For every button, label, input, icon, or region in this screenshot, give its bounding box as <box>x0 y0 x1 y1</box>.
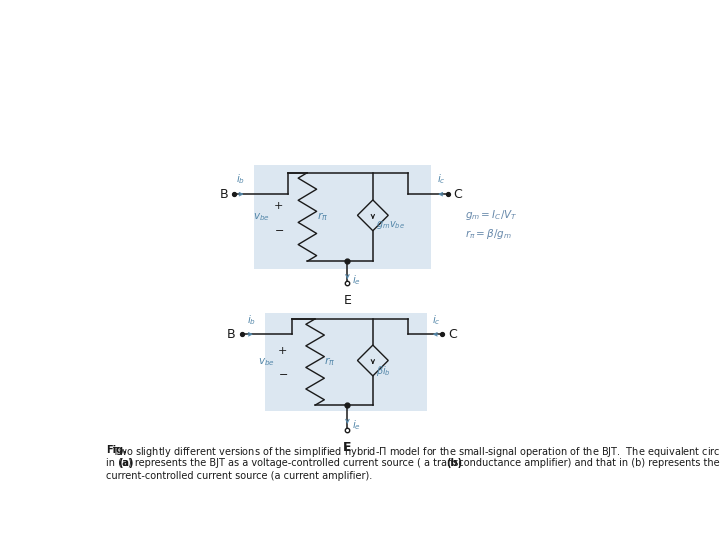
Text: $r_\pi$: $r_\pi$ <box>317 211 328 223</box>
Text: $i_e$: $i_e$ <box>352 418 361 432</box>
Text: B: B <box>220 188 228 201</box>
Text: $g_m = I_C/V_T$: $g_m = I_C/V_T$ <box>465 208 518 222</box>
Text: C: C <box>454 188 462 201</box>
Text: $-$: $-$ <box>274 224 284 234</box>
Text: +: + <box>278 346 287 356</box>
Text: $-$: $-$ <box>278 368 288 378</box>
Text: $r_\pi$: $r_\pi$ <box>324 356 336 368</box>
Text: current-controlled current source (a current amplifier).: current-controlled current source (a cur… <box>106 471 372 481</box>
Text: $r_\pi = \beta/g_m$: $r_\pi = \beta/g_m$ <box>465 227 512 241</box>
Text: $v_{be}$: $v_{be}$ <box>258 356 275 368</box>
Text: $\beta i_b$: $\beta i_b$ <box>376 363 391 377</box>
Text: C: C <box>449 328 457 341</box>
Text: +: + <box>274 201 284 211</box>
Text: $v_{be}$: $v_{be}$ <box>253 211 270 223</box>
Text: $i_b$: $i_b$ <box>236 173 245 186</box>
Text: (a): (a) <box>118 458 134 468</box>
Bar <box>253 165 431 269</box>
Text: $i_b$: $i_b$ <box>247 313 256 327</box>
Text: E: E <box>343 294 351 307</box>
Text: $g_m v_{be}$: $g_m v_{be}$ <box>376 219 405 231</box>
Text: $i_c$: $i_c$ <box>437 173 446 186</box>
Text: E: E <box>343 441 351 454</box>
Text: in (a) represents the BJT as a voltage-controlled current source ( a transconduc: in (a) represents the BJT as a voltage-c… <box>106 458 720 468</box>
Text: (b): (b) <box>446 458 462 468</box>
Bar <box>265 313 427 411</box>
Text: $i_e$: $i_e$ <box>352 273 361 287</box>
Text: $i_c$: $i_c$ <box>431 313 441 327</box>
Text: B: B <box>228 328 235 341</box>
Text: Two slightly different versions of the simplified hybrid-$\Pi$ model for the sma: Two slightly different versions of the s… <box>106 445 720 459</box>
Text: Fig.: Fig. <box>106 445 127 455</box>
